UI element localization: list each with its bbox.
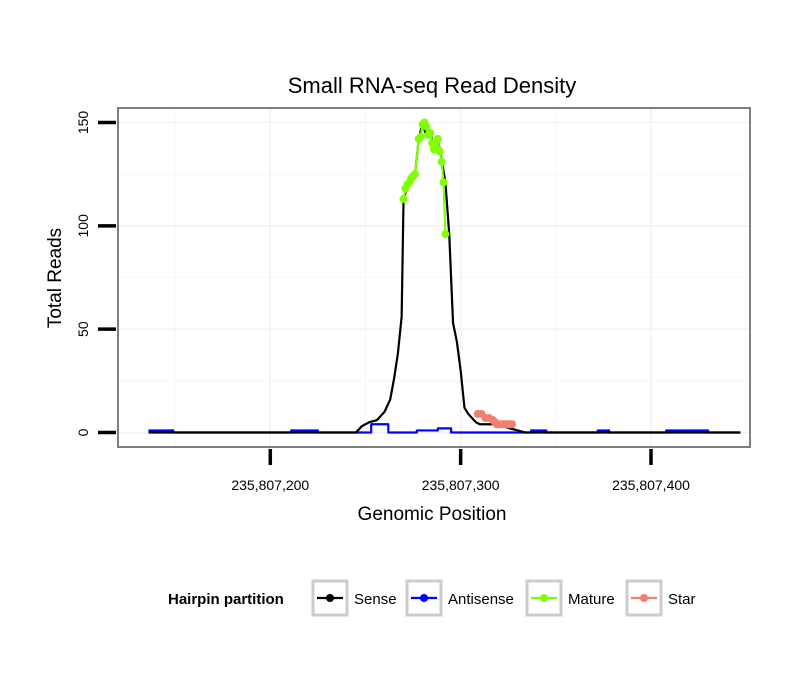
legend-label-mature: Mature bbox=[568, 591, 615, 608]
x-axis: 235,807,200 235,807,300 235,807,400 bbox=[231, 449, 690, 493]
legend: Hairpin partition Sense Antisense Mature St… bbox=[168, 579, 696, 617]
y-axis: 0 50 100 150 bbox=[75, 111, 116, 436]
y-tick-label: 50 bbox=[75, 321, 91, 337]
legend-label-antisense: Antisense bbox=[448, 591, 514, 608]
series-mature-point bbox=[439, 178, 448, 187]
series-mature-point bbox=[433, 135, 442, 144]
series-mature-point bbox=[435, 147, 444, 156]
legend-key-point-mature bbox=[540, 594, 548, 602]
y-tick-label: 100 bbox=[75, 214, 91, 238]
legend-item-sense: Sense bbox=[311, 579, 397, 617]
x-axis-title: Genomic Position bbox=[358, 504, 507, 525]
legend-key-point-star bbox=[640, 594, 648, 602]
gridlines bbox=[118, 108, 750, 447]
series-star bbox=[473, 409, 517, 429]
legend-item-star: Star bbox=[625, 579, 696, 617]
series-layer bbox=[148, 118, 741, 434]
x-tick-label: 235,807,200 bbox=[231, 477, 309, 493]
series-mature-point bbox=[399, 194, 408, 203]
legend-label-sense: Sense bbox=[354, 591, 397, 608]
x-tick-label: 235,807,400 bbox=[612, 477, 690, 493]
legend-item-antisense: Antisense bbox=[405, 579, 514, 617]
legend-key-point-antisense bbox=[420, 594, 428, 602]
x-tick-label: 235,807,300 bbox=[422, 477, 500, 493]
series-mature-point bbox=[437, 157, 446, 166]
series-star-point bbox=[508, 420, 517, 429]
series-mature-point bbox=[422, 122, 431, 131]
series-mature-point bbox=[426, 128, 435, 137]
plot-panel-border bbox=[117, 107, 751, 448]
series-mature-point bbox=[410, 170, 419, 179]
chart-title: Small RNA-seq Read Density bbox=[288, 73, 577, 98]
legend-label-star: Star bbox=[668, 591, 696, 608]
y-tick-label: 150 bbox=[75, 111, 91, 135]
y-axis-title: Total Reads bbox=[45, 228, 66, 328]
legend-title: Hairpin partition bbox=[168, 591, 284, 608]
series-mature-point bbox=[416, 132, 425, 141]
series-mature bbox=[399, 118, 450, 239]
legend-key-point-sense bbox=[326, 594, 334, 602]
series-mature-point bbox=[441, 230, 450, 239]
legend-item-mature: Mature bbox=[525, 579, 615, 617]
y-tick-label: 0 bbox=[75, 428, 91, 436]
